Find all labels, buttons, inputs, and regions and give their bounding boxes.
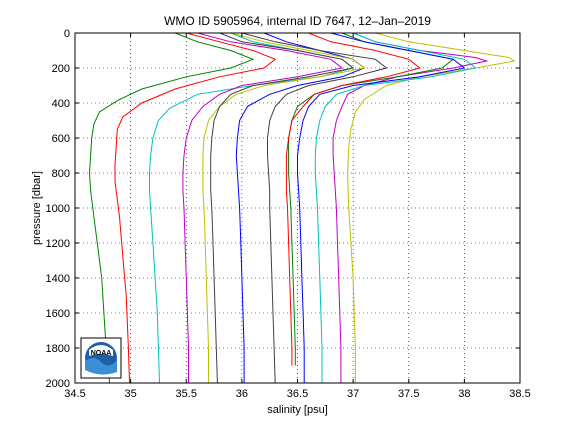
y-tick-label: 200 <box>52 63 70 75</box>
x-axis-ticks: 34.5 35 35.5 36 36.5 37 37.5 38 38.5 <box>64 33 531 400</box>
y-axis-label: pressure [dbar] <box>31 171 43 245</box>
y-axis-ticks: 0 200 400 600 800 1000 1200 1400 1600 1800 2000 <box>46 28 520 390</box>
y-tick-label: 600 <box>52 133 70 145</box>
x-axis-label: salinity [psu] <box>267 404 328 416</box>
profile-line-7 <box>241 32 388 384</box>
y-tick-label: 1200 <box>46 238 70 250</box>
chart-title: WMO ID 5905964, internal ID 7647, 12–Jan… <box>164 14 431 28</box>
y-tick-label: 0 <box>64 28 70 40</box>
x-tick-label: 37 <box>347 388 359 400</box>
profile-line-11 <box>314 32 477 383</box>
series-layer <box>88 32 516 384</box>
profile-line-13 <box>202 32 366 383</box>
y-tick-label: 400 <box>52 98 70 110</box>
x-tick-label: 38.5 <box>509 388 530 400</box>
profile-line-9 <box>285 32 422 366</box>
profile-line-2 <box>114 32 277 384</box>
profile-line-1 <box>88 32 255 384</box>
noaa-logo-icon: NOAA <box>80 337 122 379</box>
x-tick-label: 35.5 <box>176 388 197 400</box>
y-tick-label: 1400 <box>46 273 70 285</box>
y-tick-label: 1600 <box>46 308 70 320</box>
x-tick-label: 34.5 <box>64 388 85 400</box>
x-tick-label: 35 <box>125 388 137 400</box>
profile-line-6 <box>347 32 516 383</box>
y-tick-label: 1000 <box>46 203 70 215</box>
y-tick-label: 2000 <box>46 378 70 390</box>
x-tick-label: 37.5 <box>398 388 419 400</box>
x-tick-label: 36.5 <box>287 388 308 400</box>
x-tick-label: 38 <box>458 388 470 400</box>
profile-line-10 <box>297 32 466 383</box>
profile-line-14 <box>210 32 355 384</box>
svg-text:NOAA: NOAA <box>91 350 112 357</box>
x-tick-label: 36 <box>236 388 248 400</box>
profile-line-5 <box>332 32 489 383</box>
profile-line-12 <box>182 32 344 383</box>
y-tick-label: 800 <box>52 168 70 180</box>
y-tick-label: 1800 <box>46 343 70 355</box>
